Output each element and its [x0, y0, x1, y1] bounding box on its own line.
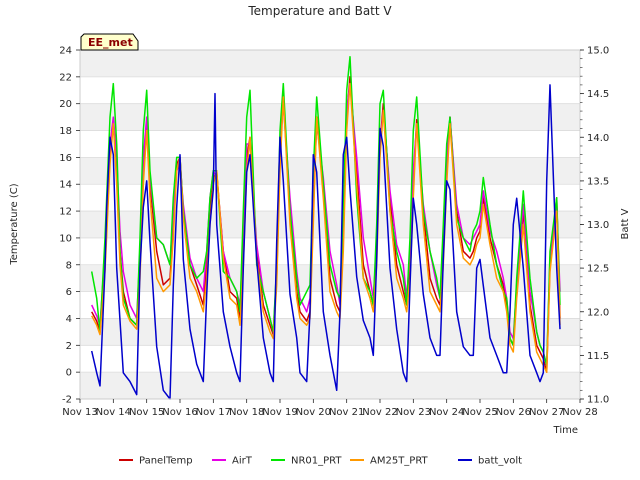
- grid-band: [80, 211, 580, 238]
- x-tick-label: Nov 15: [129, 407, 164, 418]
- y-tick-label: 8: [66, 260, 72, 271]
- x-tick-label: Nov 16: [162, 407, 197, 418]
- y2-tick-label: 12.5: [587, 264, 609, 275]
- x-tick-label: Nov 27: [529, 407, 564, 418]
- y-tick-label: 2: [66, 341, 72, 352]
- x-axis-title: Time: [553, 425, 578, 436]
- y2-tick-label: 14.5: [587, 89, 609, 100]
- series-line-nr01-prt: [90, 55, 561, 367]
- x-tick-label: Nov 19: [262, 407, 297, 418]
- y-tick-label: 20: [59, 99, 72, 110]
- grid-band: [80, 318, 580, 346]
- y-tick-label: 16: [59, 153, 72, 164]
- y-tick-label: 4: [66, 314, 72, 325]
- x-tick-label: Nov 26: [496, 407, 531, 418]
- y-tick-label: -2: [62, 395, 72, 406]
- grid-bands: [80, 49, 580, 400]
- station-tag: EE_met: [80, 33, 139, 51]
- y-tick-label: 18: [59, 126, 72, 137]
- grid-band: [80, 50, 580, 77]
- legend-label: NR01_PRT: [291, 456, 342, 467]
- plot-area: [79, 49, 581, 400]
- grid-band: [80, 157, 580, 185]
- legend-label: AM25T_PRT: [370, 456, 429, 467]
- x-tick-label: Nov 24: [429, 407, 464, 418]
- y2-tick-label: 12.0: [587, 307, 609, 318]
- x-tick-label: Nov 28: [562, 407, 597, 418]
- x-tick-label: Nov 13: [62, 407, 97, 418]
- grid-band: [80, 103, 580, 131]
- y2-tick-label: 14.0: [587, 133, 609, 144]
- legend: PanelTemp AirT NR01_PRT AM25T_PRT batt_volt: [119, 456, 522, 467]
- y2-tick-label: 13.5: [587, 176, 609, 187]
- x-tick-label: Nov 20: [296, 407, 331, 418]
- y-tick-label: 10: [59, 233, 72, 244]
- legend-label: batt_volt: [478, 456, 522, 467]
- x-tick-label: Nov 18: [229, 407, 264, 418]
- x-tick-label: Nov 22: [362, 407, 397, 418]
- station-tag-label: EE_met: [88, 36, 133, 49]
- y-tick-label: 0: [66, 368, 72, 379]
- y-tick-label: 24: [59, 46, 72, 57]
- legend-label: AirT: [232, 456, 253, 467]
- legend-label: PanelTemp: [139, 456, 193, 467]
- series-line-batt-volt: [90, 84, 561, 400]
- y-tick-label: 12: [59, 207, 72, 218]
- y-tick-label: 6: [66, 287, 72, 298]
- x-tick-label: Nov 21: [329, 407, 364, 418]
- y2-axis-title: Batt V: [620, 208, 631, 239]
- y2-tick-label: 15.0: [587, 46, 609, 57]
- series-line-am25t-prt: [91, 82, 561, 373]
- x-tick-label: Nov 17: [196, 407, 231, 418]
- y-tick-label: 14: [59, 180, 72, 191]
- grid-band: [80, 372, 580, 399]
- y-axis-right: 11.0 11.5 12.0 12.5 13.0 13.5 14.0 14.5 15.0: [580, 46, 609, 406]
- x-tick-label: Nov 25: [462, 407, 497, 418]
- y2-tick-label: 11.0: [587, 395, 609, 406]
- y2-tick-label: 13.0: [587, 220, 609, 231]
- x-tick-label: Nov 23: [396, 407, 431, 418]
- chart-title: Temperature and Batt V: [247, 4, 392, 18]
- y-axis-title: Temperature (C): [9, 183, 20, 265]
- x-tick-label: Nov 14: [96, 407, 131, 418]
- y2-tick-label: 11.5: [587, 351, 609, 362]
- y-tick-label: 22: [59, 72, 72, 83]
